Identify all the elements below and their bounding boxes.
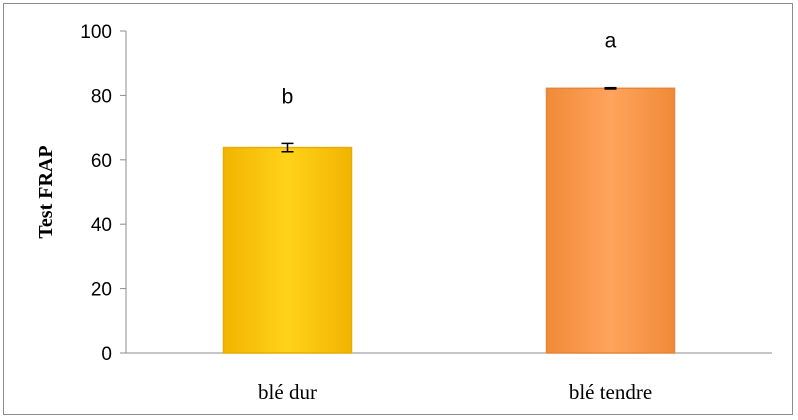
error-bars xyxy=(281,86,617,153)
significance-labels: ba xyxy=(282,30,617,109)
x-tick-label: blé dur xyxy=(258,380,317,404)
y-ticks: 0 20 40 60 80 100 xyxy=(80,22,126,365)
y-tick-label: 20 xyxy=(91,280,112,301)
significance-label: a xyxy=(605,30,617,53)
y-tick-label: 0 xyxy=(101,344,112,365)
y-tick-label: 60 xyxy=(91,151,112,172)
y-tick-label: 100 xyxy=(80,22,112,43)
bars xyxy=(222,87,676,354)
y-tick-label: 80 xyxy=(91,86,112,107)
significance-label: b xyxy=(282,85,294,108)
y-axis-title: Test FRAP xyxy=(35,145,57,238)
bar-1 xyxy=(545,87,676,354)
x-tick-label: blé tendre xyxy=(569,380,652,404)
y-tick-label: 40 xyxy=(91,215,112,236)
bar-0 xyxy=(222,146,353,354)
x-tick-labels: blé dur blé tendre xyxy=(258,380,652,404)
